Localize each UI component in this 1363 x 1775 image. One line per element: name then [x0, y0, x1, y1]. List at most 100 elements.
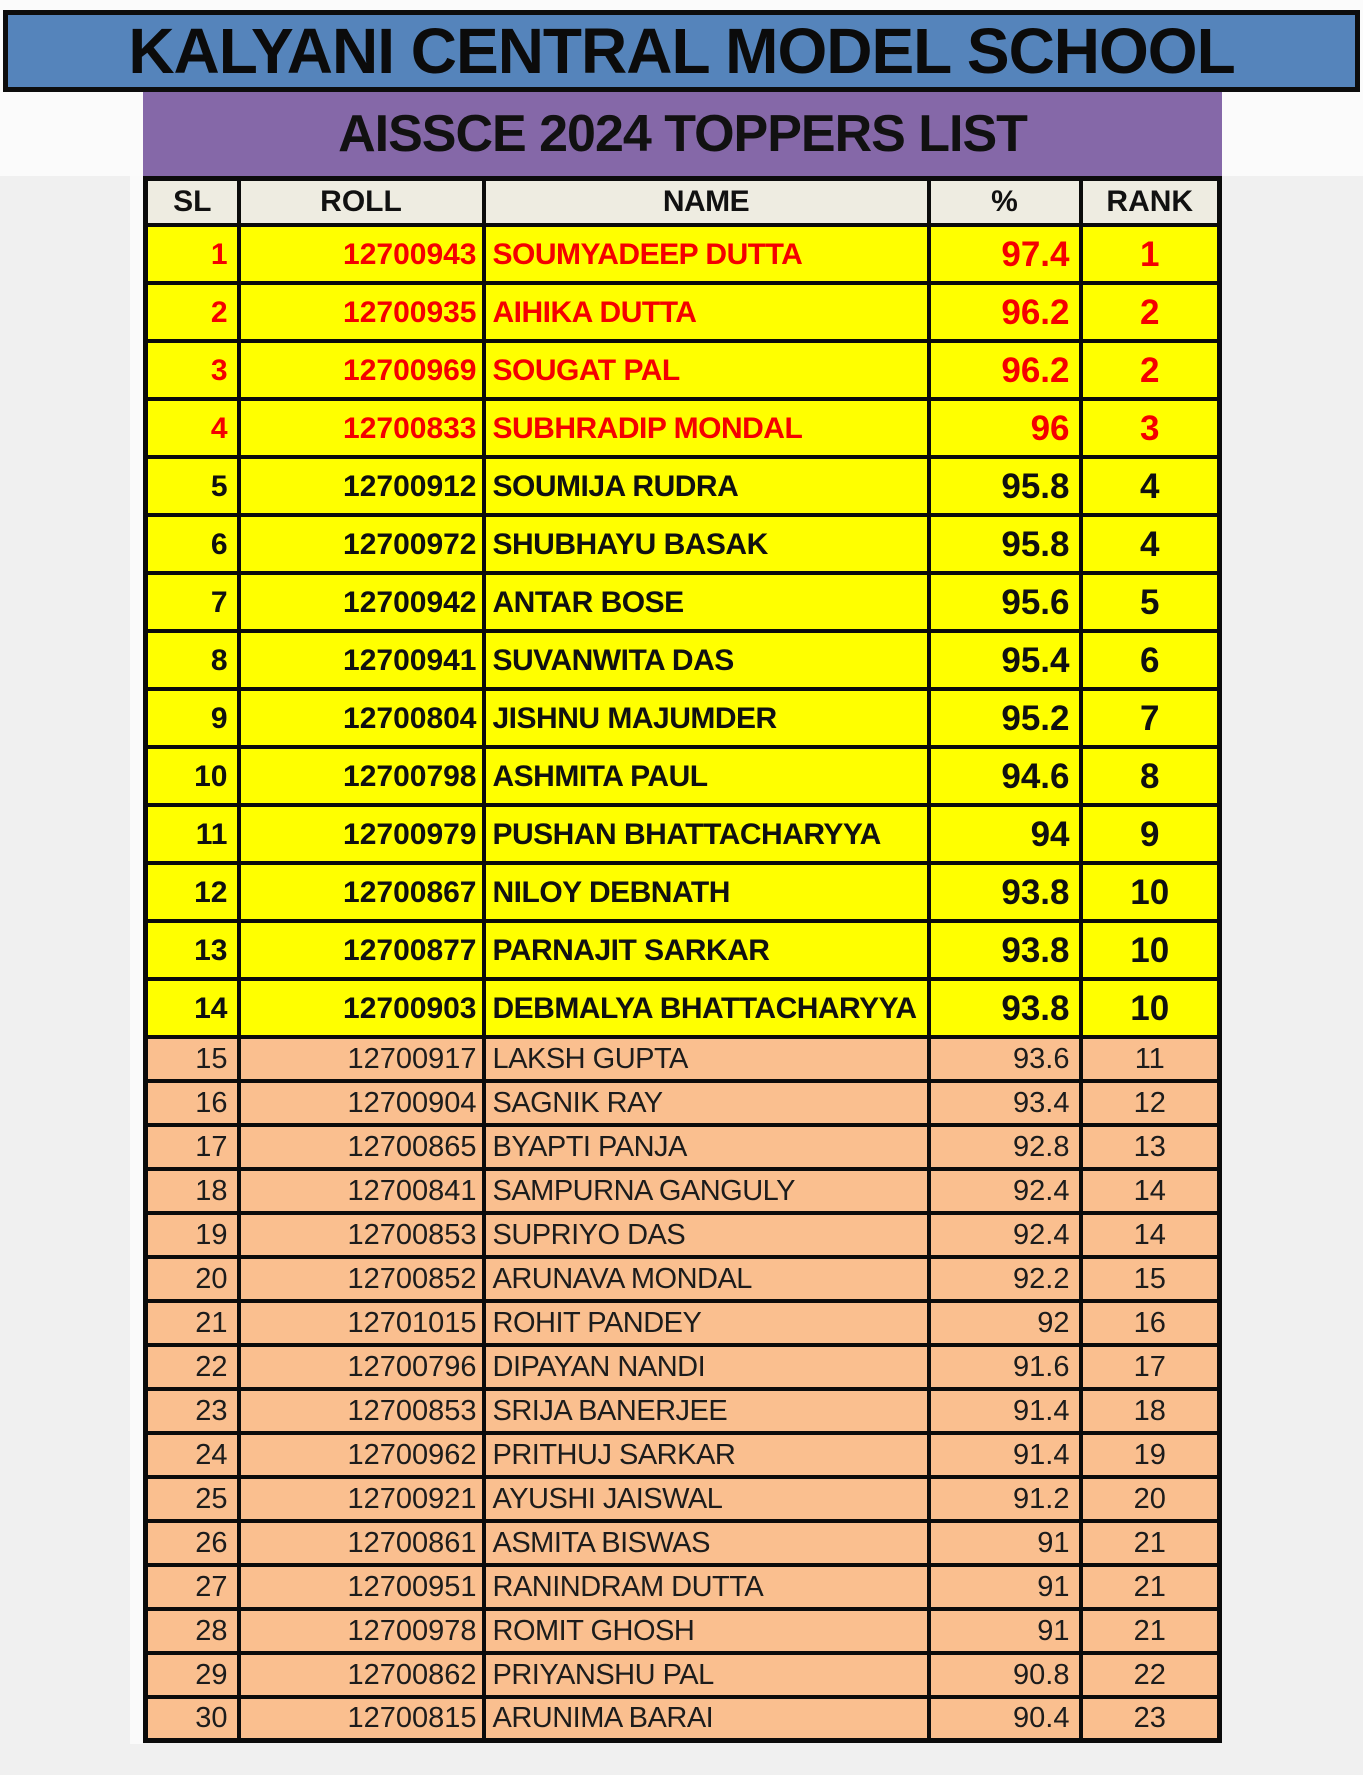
roll-cell: 12700962 [236, 1430, 486, 1479]
roll-cell: 12700877 [236, 918, 486, 981]
table-row: 12 12700867 NILOY DEBNATH 93.8 10 [143, 860, 1222, 923]
table-row: 9 12700804 JISHNU MAJUMDER 95.2 7 [143, 686, 1222, 749]
column-header-rank: RANK [1078, 176, 1222, 227]
name-cell: SUPRIYO DAS [481, 1210, 931, 1259]
sl-cell: 5 [143, 454, 241, 517]
roll-cell: 12700979 [236, 802, 486, 865]
sl-cell: 23 [143, 1386, 241, 1435]
name-cell: ROHIT PANDEY [481, 1298, 931, 1347]
percent-cell: 96 [926, 396, 1083, 459]
rank-cell: 14 [1078, 1166, 1222, 1215]
table-row: 28 12700978 ROMIT GHOSH 91 21 [143, 1606, 1222, 1655]
school-title-banner: KALYANI CENTRAL MODEL SCHOOL [3, 10, 1360, 92]
percent-cell: 93.6 [926, 1034, 1083, 1083]
rank-cell: 21 [1078, 1518, 1222, 1567]
name-cell: SUVANWITA DAS [481, 628, 931, 691]
sl-cell: 9 [143, 686, 241, 749]
table-row: 25 12700921 AYUSHI JAISWAL 91.2 20 [143, 1474, 1222, 1523]
sl-cell: 20 [143, 1254, 241, 1303]
table-row: 30 12700815 ARUNIMA BARAI 90.4 23 [143, 1694, 1222, 1743]
sl-cell: 13 [143, 918, 241, 981]
list-title: AISSCE 2024 TOPPERS LIST [338, 105, 1028, 163]
name-cell: BYAPTI PANJA [481, 1122, 931, 1171]
sl-cell: 30 [143, 1694, 241, 1743]
roll-cell: 12700941 [236, 628, 486, 691]
sl-cell: 6 [143, 512, 241, 575]
sl-cell: 25 [143, 1474, 241, 1523]
roll-cell: 12700951 [236, 1562, 486, 1611]
table-row: 24 12700962 PRITHUJ SARKAR 91.4 19 [143, 1430, 1222, 1479]
rank-cell: 9 [1078, 802, 1222, 865]
roll-cell: 12700865 [236, 1122, 486, 1171]
roll-cell: 12700798 [236, 744, 486, 807]
sl-cell: 29 [143, 1650, 241, 1699]
sl-cell: 24 [143, 1430, 241, 1479]
roll-cell: 12700942 [236, 570, 486, 633]
name-cell: ARUNIMA BARAI [481, 1694, 931, 1743]
roll-cell: 12700861 [236, 1518, 486, 1567]
table-row: 6 12700972 SHUBHAYU BASAK 95.8 4 [143, 512, 1222, 575]
name-cell: ASMITA BISWAS [481, 1518, 931, 1567]
rank-cell: 23 [1078, 1694, 1222, 1743]
name-cell: NILOY DEBNATH [481, 860, 931, 923]
percent-cell: 91.2 [926, 1474, 1083, 1523]
column-header-sl: SL [143, 176, 241, 227]
name-cell: PARNAJIT SARKAR [481, 918, 931, 981]
rank-cell: 4 [1078, 454, 1222, 517]
table-row: 23 12700853 SRIJA BANERJEE 91.4 18 [143, 1386, 1222, 1435]
name-cell: PRIYANSHU PAL [481, 1650, 931, 1699]
rank-cell: 2 [1078, 338, 1222, 401]
roll-cell: 12700921 [236, 1474, 486, 1523]
table-row: 10 12700798 ASHMITA PAUL 94.6 8 [143, 744, 1222, 807]
column-header-pct: % [926, 176, 1083, 227]
percent-cell: 92.4 [926, 1210, 1083, 1259]
name-cell: SHUBHAYU BASAK [481, 512, 931, 575]
sl-cell: 11 [143, 802, 241, 865]
sl-cell: 18 [143, 1166, 241, 1215]
percent-cell: 91.4 [926, 1430, 1083, 1479]
rank-cell: 15 [1078, 1254, 1222, 1303]
roll-cell: 12700943 [236, 222, 486, 285]
name-cell: PUSHAN BHATTACHARYYA [481, 802, 931, 865]
roll-cell: 12700796 [236, 1342, 486, 1391]
sl-cell: 7 [143, 570, 241, 633]
table-row: 13 12700877 PARNAJIT SARKAR 93.8 10 [143, 918, 1222, 981]
rank-cell: 13 [1078, 1122, 1222, 1171]
rank-cell: 21 [1078, 1562, 1222, 1611]
table-row: 22 12700796 DIPAYAN NANDI 91.6 17 [143, 1342, 1222, 1391]
sl-cell: 28 [143, 1606, 241, 1655]
sl-cell: 10 [143, 744, 241, 807]
rank-cell: 18 [1078, 1386, 1222, 1435]
sl-cell: 17 [143, 1122, 241, 1171]
rank-cell: 10 [1078, 860, 1222, 923]
name-cell: JISHNU MAJUMDER [481, 686, 931, 749]
sl-cell: 15 [143, 1034, 241, 1083]
rank-cell: 4 [1078, 512, 1222, 575]
name-cell: DEBMALYA BHATTACHARYYA [481, 976, 931, 1039]
percent-cell: 90.4 [926, 1694, 1083, 1743]
percent-cell: 92 [926, 1298, 1083, 1347]
roll-cell: 12700833 [236, 396, 486, 459]
rank-cell: 19 [1078, 1430, 1222, 1479]
percent-cell: 92.4 [926, 1166, 1083, 1215]
table-row: 14 12700903 DEBMALYA BHATTACHARYYA 93.8 10 [143, 976, 1222, 1039]
name-cell: ANTAR BOSE [481, 570, 931, 633]
roll-cell: 12700804 [236, 686, 486, 749]
roll-cell: 12700841 [236, 1166, 486, 1215]
name-cell: SOUGAT PAL [481, 338, 931, 401]
percent-cell: 91 [926, 1518, 1083, 1567]
percent-cell: 91.4 [926, 1386, 1083, 1435]
school-title: KALYANI CENTRAL MODEL SCHOOL [128, 15, 1235, 87]
rank-cell: 16 [1078, 1298, 1222, 1347]
rank-cell: 5 [1078, 570, 1222, 633]
name-cell: ASHMITA PAUL [481, 744, 931, 807]
percent-cell: 95.8 [926, 512, 1083, 575]
table-row: 15 12700917 LAKSH GUPTA 93.6 11 [143, 1034, 1222, 1083]
name-cell: SUBHRADIP MONDAL [481, 396, 931, 459]
column-header-name: NAME [481, 176, 931, 227]
rank-cell: 14 [1078, 1210, 1222, 1259]
percent-cell: 94.6 [926, 744, 1083, 807]
rank-cell: 1 [1078, 222, 1222, 285]
name-cell: LAKSH GUPTA [481, 1034, 931, 1083]
rank-cell: 3 [1078, 396, 1222, 459]
